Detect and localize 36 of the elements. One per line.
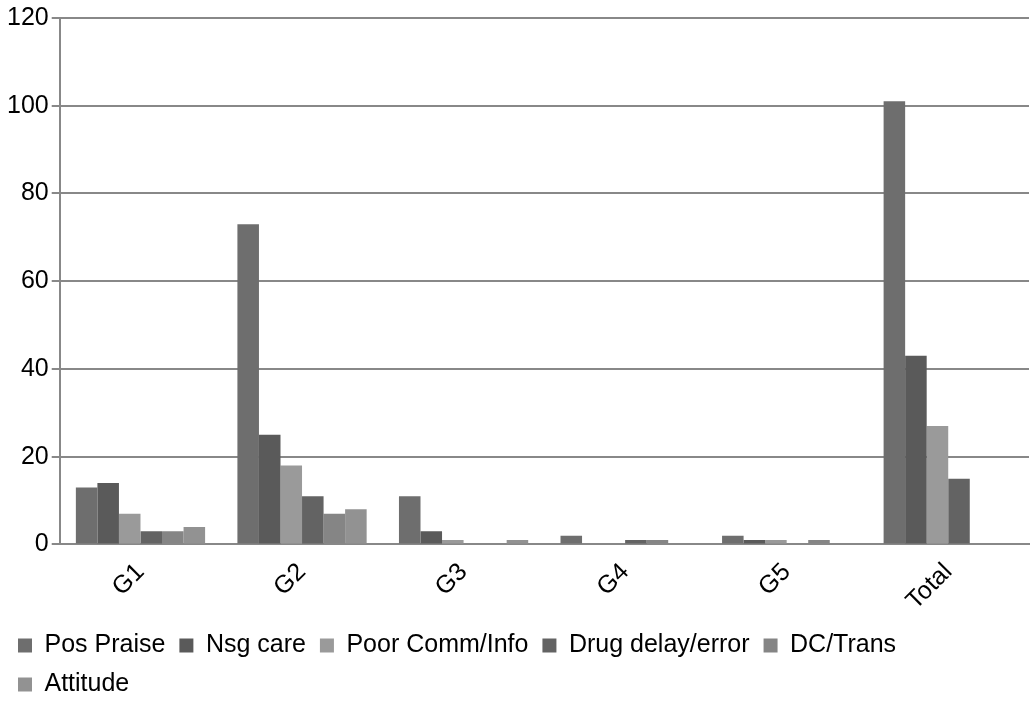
bar xyxy=(302,496,324,544)
legend-label: Drug delay/error xyxy=(568,629,750,658)
legend-label: DC/Trans xyxy=(790,629,897,658)
y-tick-label: 40 xyxy=(20,352,49,381)
legend-label: Poor Comm/Info xyxy=(346,629,529,658)
bar xyxy=(625,540,647,544)
bar xyxy=(140,531,163,544)
bar xyxy=(118,513,141,544)
bar xyxy=(97,483,119,544)
bar xyxy=(926,426,949,544)
x-tick-label: G1 xyxy=(105,556,149,601)
bar xyxy=(722,535,744,544)
y-tick-label: 0 xyxy=(34,528,49,557)
x-tick-label: G2 xyxy=(267,556,311,601)
y-tick-label: 100 xyxy=(6,89,49,118)
bar xyxy=(75,487,98,544)
y-tick-label: 20 xyxy=(20,440,49,469)
legend-label: Attitude xyxy=(44,668,130,697)
x-tick-label: G3 xyxy=(428,556,472,601)
bar xyxy=(905,355,927,544)
bar xyxy=(398,496,421,544)
y-tick-label: 60 xyxy=(20,265,49,294)
legend-label: Pos Praise xyxy=(44,629,166,658)
y-tick-label: 80 xyxy=(20,177,49,206)
bar xyxy=(442,540,464,544)
bar xyxy=(420,531,443,544)
legend-label: Nsg care xyxy=(205,629,306,658)
bar xyxy=(948,478,970,544)
bar xyxy=(883,101,906,544)
bar xyxy=(280,465,303,544)
x-tick-label: G4 xyxy=(590,556,634,601)
bar xyxy=(765,540,787,544)
x-tick-label: G5 xyxy=(751,556,796,601)
y-tick-label: 120 xyxy=(6,1,49,30)
bar xyxy=(237,224,259,544)
bar xyxy=(258,434,281,544)
